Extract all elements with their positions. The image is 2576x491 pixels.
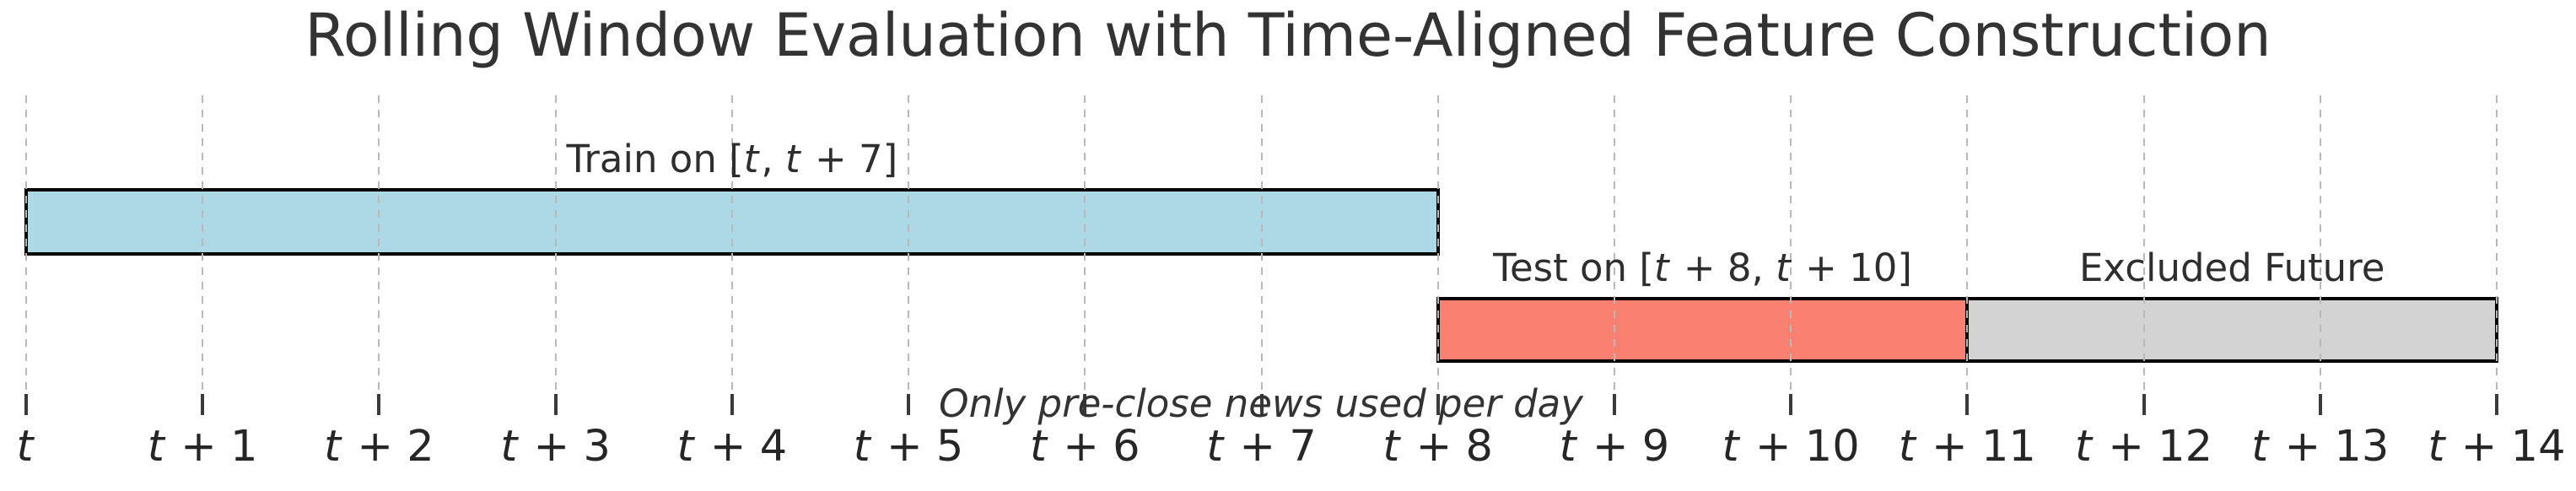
gridline-t1 [202,95,204,392]
tick-label-t7: t + 7 [1206,422,1317,472]
tick-mark-t6 [1083,394,1087,415]
math-t: t [1653,246,1669,290]
tick-label-t8: t + 8 [1382,422,1494,472]
tick-label-t14: t + 14 [2428,422,2566,472]
math-t: t [500,422,518,472]
math-t: t [676,422,694,472]
tick-mark-t10 [1789,394,1793,415]
math-t: t [1029,422,1047,472]
tick-label-t6: t + 6 [1029,422,1140,472]
tick-label-t4: t + 4 [676,422,788,472]
annotation-pre-close-news: Only pre-close news used per day [939,381,1583,426]
gridline-t12 [2142,95,2145,392]
tick-mark-t4 [730,394,734,415]
tick-label-t0: t [17,424,36,471]
tick-label-t3: t + 3 [500,422,611,472]
math-t: t [2075,422,2093,472]
tick-label-t12: t + 12 [2075,422,2213,472]
excluded-window-label: Excluded Future [2078,246,2385,290]
tick-mark-t11 [1965,394,1970,415]
test-window-bar [1436,297,1970,363]
tick-mark-t12 [2142,394,2146,415]
gridline-t8 [1436,95,1439,392]
tick-mark-t5 [907,394,911,415]
math-t: t [743,137,759,181]
tick-mark-t0 [24,394,28,415]
math-t: t [1898,422,1916,472]
math-t: t [324,422,342,472]
gridline-t3 [554,95,557,392]
tick-mark-t13 [2318,394,2322,415]
math-t: t [1559,422,1576,472]
math-t: t [2251,422,2269,472]
test-window-label: Test on [t + 8, t + 10] [1493,246,1912,290]
math-t: t [2428,422,2445,472]
math-t: t [16,422,34,472]
math-t: t [785,137,800,181]
gridline-t6 [1084,95,1086,392]
math-t: t [1382,422,1400,472]
tick-mark-t14 [2495,394,2498,415]
gridline-t7 [1260,95,1263,392]
chart-title: Rolling Window Evaluation with Time-Alig… [304,1,2272,70]
math-t: t [853,422,870,472]
train-window-label: Train on [t, t + 7] [566,137,898,181]
tick-label-t13: t + 13 [2251,422,2390,472]
math-t: t [1206,422,1224,472]
tick-label-t1: t + 1 [147,422,258,472]
tick-mark-t9 [1612,394,1616,415]
gridline-t0 [25,95,27,392]
tick-mark-t2 [377,394,381,415]
tick-label-t9: t + 9 [1559,422,1670,472]
tick-mark-t7 [1259,394,1264,415]
gridline-t9 [1613,95,1615,392]
gridline-t4 [730,95,733,392]
tick-mark-t1 [201,394,205,415]
tick-mark-t3 [553,394,558,415]
gridline-t2 [378,95,380,392]
math-t: t [1722,422,1739,472]
gridline-t10 [1790,95,1792,392]
gridline-t14 [2496,95,2498,392]
excluded-window-bar [1965,297,2498,363]
math-t: t [147,422,164,472]
tick-label-t5: t + 5 [853,422,964,472]
tick-label-t10: t + 10 [1722,422,1860,472]
gridline-t13 [2319,95,2321,392]
tick-mark-t8 [1436,394,1440,415]
math-t: t [1776,246,1791,290]
gridline-t11 [1966,95,1969,392]
tick-label-t11: t + 11 [1898,422,2036,472]
tick-label-t2: t + 2 [324,422,434,472]
gridline-t5 [908,95,910,392]
